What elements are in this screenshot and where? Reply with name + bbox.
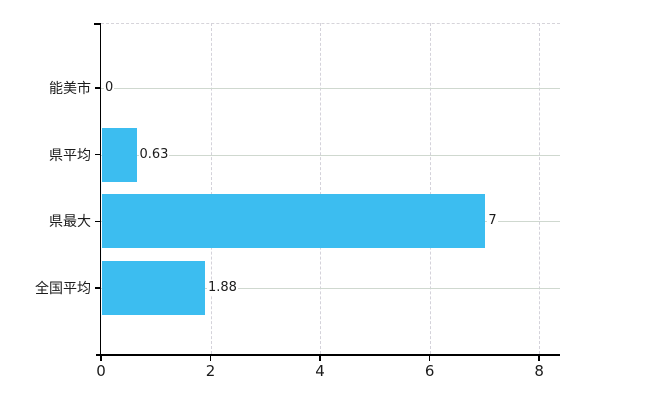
y-axis-line: [99, 23, 101, 354]
bar-value-label: 0: [104, 80, 115, 96]
vertical-gridline: [429, 23, 431, 354]
x-tick-label: 2: [205, 362, 216, 380]
plot-top-border: [101, 23, 560, 24]
y-tick-mark: [95, 153, 101, 156]
category-label: 全国平均: [35, 281, 91, 297]
bar: [102, 194, 486, 249]
bar-value-label: 7: [487, 213, 498, 229]
x-axis-line: [96, 354, 560, 356]
category-label: 県平均: [49, 147, 91, 164]
y-tick-mark: [95, 87, 101, 89]
x-tick-mark: [538, 354, 540, 361]
horizontal-gridline: [101, 88, 560, 89]
x-tick-label: 0: [96, 362, 106, 380]
vertical-gridline: [210, 23, 212, 354]
x-tick-mark: [428, 354, 431, 361]
bar: [102, 127, 137, 182]
bar-value-label: 0.63: [138, 146, 170, 162]
x-tick-mark: [100, 354, 102, 361]
x-tick-label: 6: [424, 362, 435, 380]
horizontal-gridline: [101, 288, 560, 289]
x-tick-label: 8: [534, 362, 544, 380]
x-tick-mark: [319, 354, 321, 361]
y-tick-mark: [95, 220, 101, 223]
category-label: 県最大: [49, 214, 91, 231]
horizontal-gridline: [101, 154, 560, 156]
y-tick-mark: [95, 287, 101, 289]
bar-value-label: 1.88: [206, 280, 238, 296]
x-tick-mark: [209, 354, 212, 361]
y-tick-mark: [94, 23, 101, 25]
category-label: 能美市: [49, 81, 91, 97]
x-tick-label: 4: [315, 362, 325, 380]
bar: [102, 261, 205, 315]
vertical-gridline: [320, 23, 322, 354]
vertical-gridline: [539, 23, 541, 354]
